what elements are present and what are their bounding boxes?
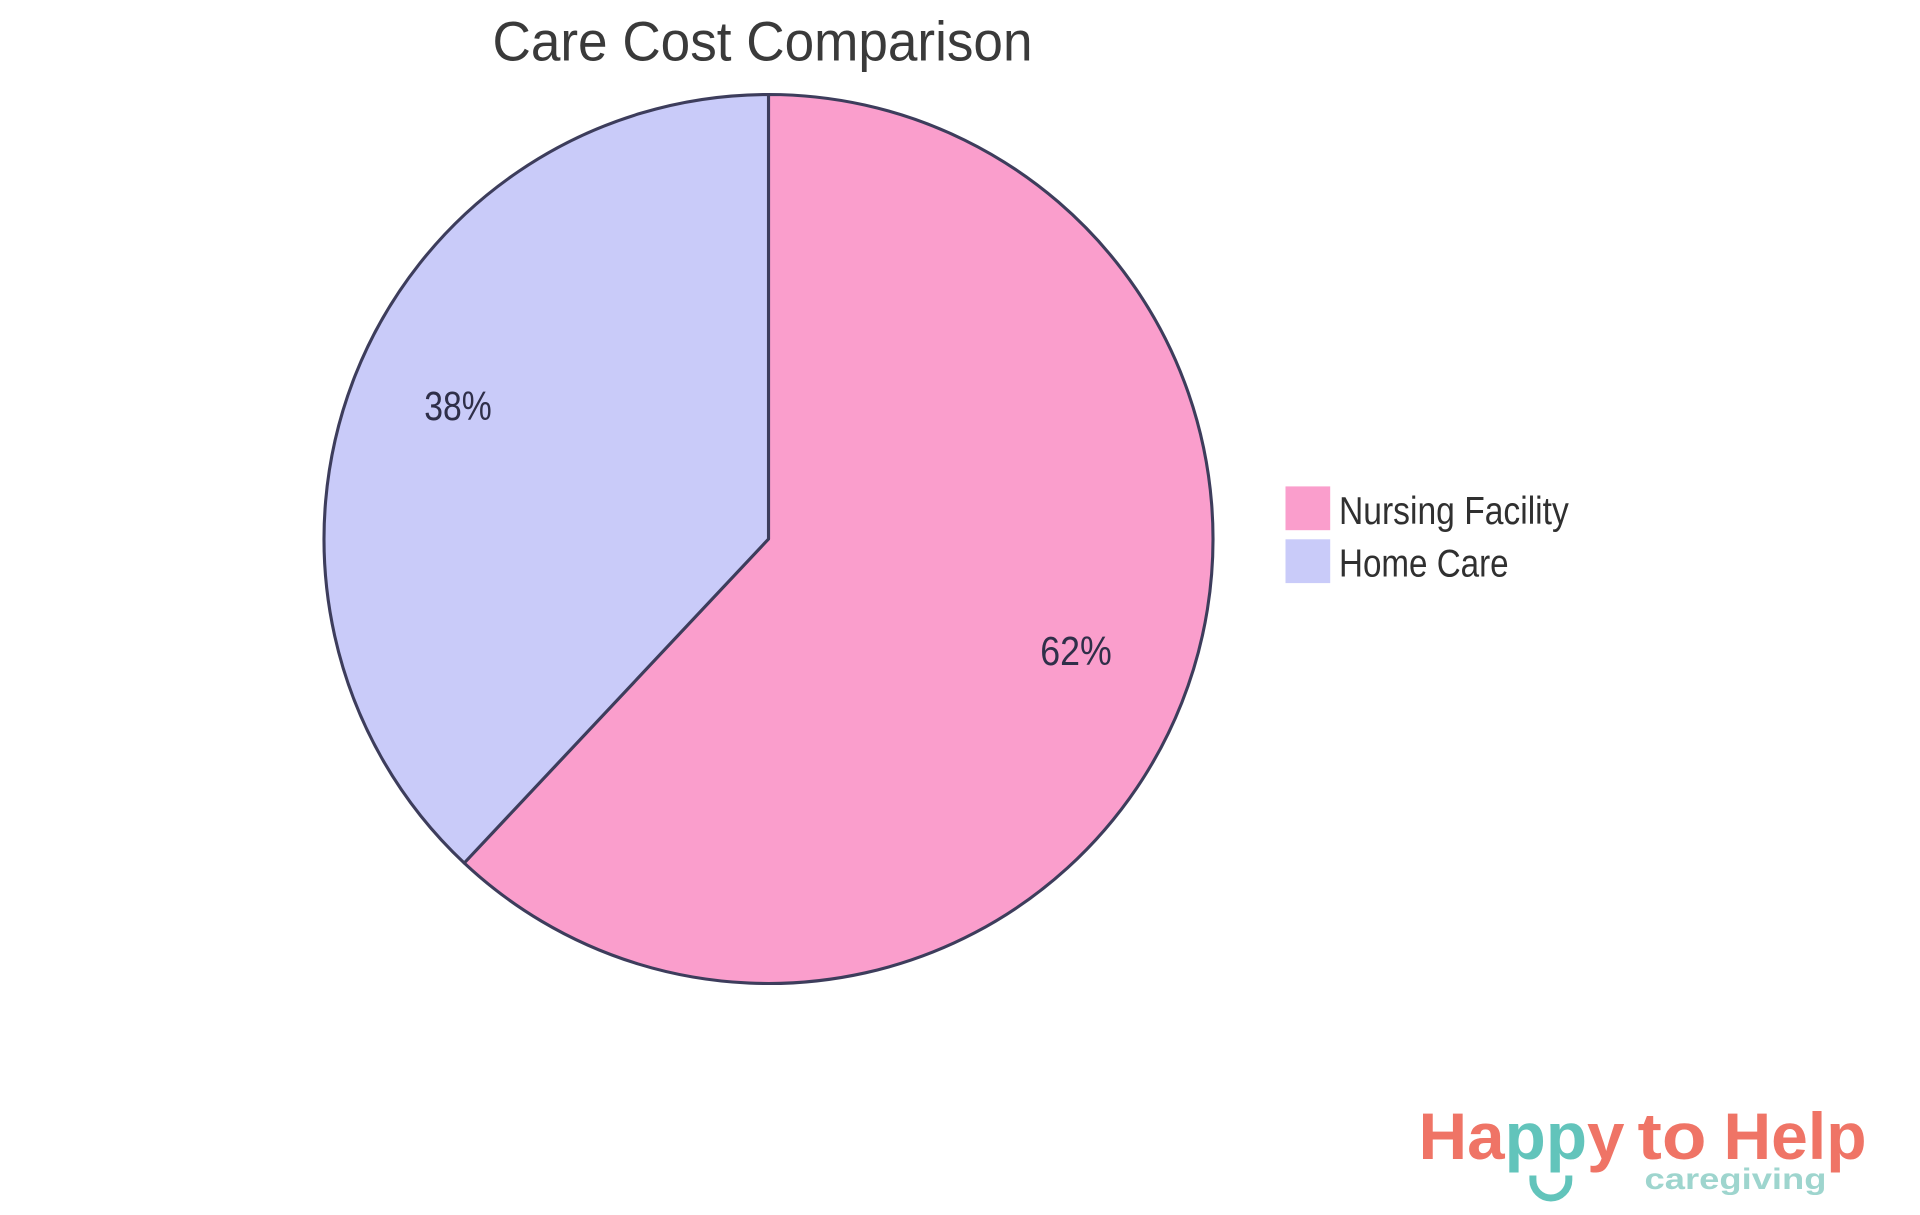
svg-text:Happy: Happy <box>1419 1100 1626 1173</box>
svg-text:Help: Help <box>1724 1100 1867 1173</box>
svg-text:Nursing Facility: Nursing Facility <box>1339 490 1569 533</box>
svg-text:Home Care: Home Care <box>1339 543 1509 586</box>
svg-text:Care Cost Comparison: Care Cost Comparison <box>493 10 1033 72</box>
svg-text:38%: 38% <box>424 383 492 429</box>
svg-text:62%: 62% <box>1040 628 1112 674</box>
svg-text:to: to <box>1638 1100 1707 1173</box>
svg-text:caregiving: caregiving <box>1645 1163 1827 1196</box>
